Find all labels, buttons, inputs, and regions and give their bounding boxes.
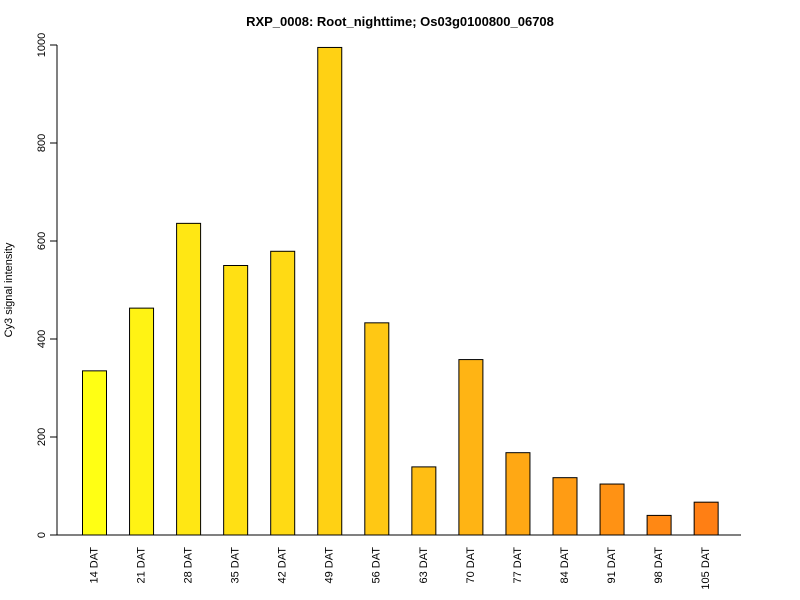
y-axis-label: Cy3 signal intensity (3, 242, 15, 337)
y-tick-label: 800 (36, 134, 48, 152)
y-tick-label: 0 (36, 532, 48, 538)
x-tick-label: 35 DAT (230, 547, 242, 584)
bar (129, 307, 155, 536)
x-tick-label: 63 DAT (418, 547, 430, 584)
x-tick-label: 49 DAT (324, 547, 336, 584)
x-tick-label: 56 DAT (371, 547, 383, 584)
bar (646, 514, 672, 536)
bar (693, 501, 719, 536)
bar (176, 222, 202, 536)
y-tick-label: 600 (36, 232, 48, 250)
bar (82, 370, 107, 536)
bar (270, 250, 296, 536)
x-tick-label: 105 DAT (700, 547, 712, 590)
bar (364, 322, 390, 536)
x-tick-label: 98 DAT (653, 547, 665, 584)
y-tick-label: 400 (36, 330, 48, 348)
x-tick-label: 28 DAT (183, 547, 195, 584)
x-tick-label: 14 DAT (88, 547, 100, 584)
y-tick-label: 200 (36, 428, 48, 446)
x-tick-label: 91 DAT (606, 547, 618, 584)
bar (411, 466, 437, 536)
bar (223, 265, 249, 536)
bar (599, 483, 625, 536)
bar (317, 46, 343, 536)
bar (458, 359, 484, 536)
bar (505, 452, 531, 536)
x-tick-label: 84 DAT (559, 547, 571, 584)
x-tick-label: 70 DAT (465, 547, 477, 584)
y-axis: 0 200 400 600 800 1000 (36, 33, 58, 538)
x-tick-label: 77 DAT (512, 547, 524, 584)
x-tick-labels: 14 DAT 21 DAT 28 DAT 35 DAT 42 DAT 49 DAT 56 D… (88, 547, 712, 590)
x-tick-label: 21 DAT (135, 547, 147, 584)
bars-group (82, 46, 719, 536)
chart-title: RXP_0008: Root_nighttime; Os03g0100800_0… (246, 14, 554, 29)
bar (552, 477, 578, 536)
x-tick-label: 42 DAT (277, 547, 289, 584)
y-tick-label: 1000 (36, 33, 48, 57)
